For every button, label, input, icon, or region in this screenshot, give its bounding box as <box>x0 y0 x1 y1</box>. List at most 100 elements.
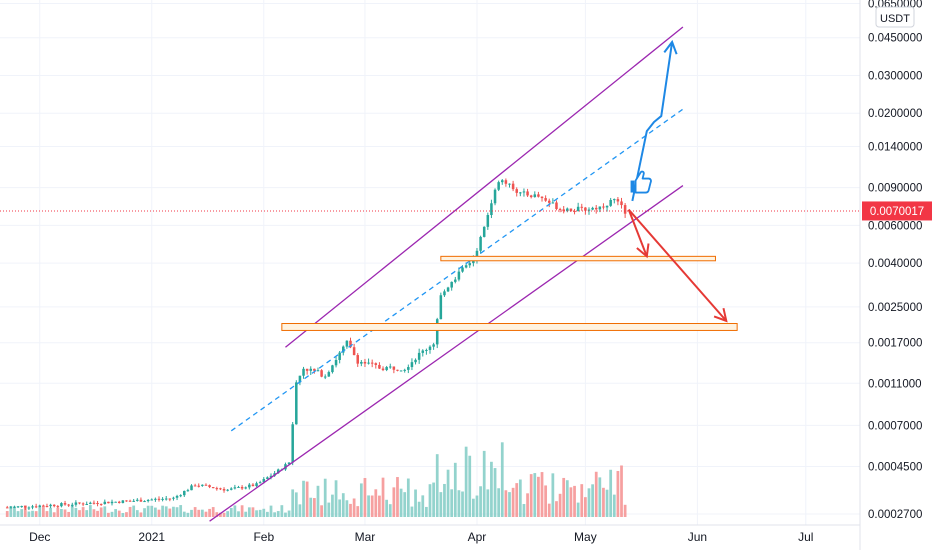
candle-body <box>157 498 161 500</box>
time-axis[interactable]: Dec 2021 Feb Mar Apr May Jun Jul <box>0 524 860 544</box>
support-zone[interactable] <box>440 255 716 262</box>
volume-bar <box>88 505 92 517</box>
candle-body <box>392 366 396 370</box>
volume-bar <box>497 488 501 517</box>
candle-body <box>316 370 320 372</box>
volume-bar <box>70 505 74 517</box>
candle-body <box>117 501 121 503</box>
candle-body <box>150 499 154 501</box>
bearish-arrow-head[interactable] <box>636 243 650 259</box>
volume-bar <box>60 509 63 517</box>
volume-bar <box>114 509 118 517</box>
candle-body <box>345 340 349 347</box>
candle-body <box>432 344 435 347</box>
thumbs-up-cuff <box>630 180 635 193</box>
bullish-arrow-head[interactable] <box>663 39 678 55</box>
candle-body <box>569 208 573 212</box>
candle-body <box>490 203 493 216</box>
candle-body <box>128 500 132 502</box>
volume-bar <box>132 505 136 517</box>
candle-body <box>251 484 255 487</box>
candle-body <box>20 506 23 508</box>
candle-body <box>396 369 399 371</box>
volume-bars <box>5 442 627 517</box>
candle-body <box>309 368 313 371</box>
volume-bar <box>320 505 323 517</box>
price-axis[interactable]: 0.0650000 0.0450000 0.0300000 0.0200000 0.01… <box>859 0 922 550</box>
last-price-badge: 0.0070017 <box>862 201 932 221</box>
volume-bar <box>200 509 204 517</box>
channel-middle-line[interactable] <box>230 108 684 432</box>
candle-body <box>56 506 60 508</box>
candle-body <box>464 265 468 268</box>
volume-bar <box>45 511 49 517</box>
candle-body <box>81 503 85 505</box>
candle-body <box>511 183 515 190</box>
candle-body <box>493 189 497 204</box>
volume-bar <box>143 508 146 517</box>
y-tick-label: 0.0090000 <box>868 183 922 195</box>
volume-bar <box>493 468 497 517</box>
bullish-path-arrow[interactable] <box>631 41 674 202</box>
y-tick-label: 0.0650000 <box>868 0 922 11</box>
bearish-arrow-head[interactable] <box>713 307 728 323</box>
volume-bar <box>352 498 356 517</box>
volume-bar <box>609 469 613 517</box>
volume-bar <box>540 472 544 517</box>
volume-bar <box>13 506 16 517</box>
volume-bar <box>331 494 334 517</box>
volume-bar <box>23 505 27 517</box>
y-tick-label: 0.0060000 <box>868 220 922 232</box>
volume-bar <box>298 504 302 517</box>
volume-bar <box>56 507 60 517</box>
currency-badge[interactable]: USDT <box>875 6 915 28</box>
candle-body <box>457 271 461 280</box>
candle-body <box>381 368 385 371</box>
candle-body <box>16 506 20 508</box>
annotation-drawings[interactable] <box>209 26 738 522</box>
candle-body <box>421 350 425 353</box>
candle-body <box>143 501 146 503</box>
bearish-path-arrow[interactable] <box>627 208 728 322</box>
bearish-path-arrow[interactable] <box>627 209 648 257</box>
candle-body <box>356 355 359 364</box>
volume-bar <box>211 507 215 517</box>
y-tick-label: 0.0002700 <box>868 509 922 521</box>
volume-bar <box>558 493 562 517</box>
candle-body <box>551 202 555 204</box>
y-tick-label: 0.0025000 <box>868 302 922 314</box>
channel-lower-line[interactable] <box>209 185 684 522</box>
volume-bar <box>172 506 175 517</box>
candle-body <box>414 359 417 363</box>
support-zone[interactable] <box>281 323 738 331</box>
candle-body <box>67 504 70 506</box>
candle-body <box>298 375 302 383</box>
volume-bar <box>461 491 464 517</box>
volume-bar <box>421 495 425 517</box>
candle-body <box>407 367 410 370</box>
candle-body <box>446 287 450 292</box>
candle-body <box>287 462 291 465</box>
candle-body <box>623 205 627 214</box>
volume-bar <box>312 498 316 517</box>
volume-bar <box>309 497 313 517</box>
y-tick-label: 0.0450000 <box>868 33 922 45</box>
volume-bar <box>388 504 392 517</box>
volume-bar <box>117 510 121 517</box>
channel-upper-line[interactable] <box>285 26 684 348</box>
volume-bar <box>164 506 168 517</box>
volume-bar <box>602 487 605 517</box>
candle-body <box>136 499 139 501</box>
candle-body <box>255 483 258 487</box>
candle-body <box>313 368 316 371</box>
candle-body <box>9 507 13 509</box>
volume-bar <box>204 511 208 517</box>
candle-body <box>240 486 244 489</box>
volume-bar <box>222 512 226 517</box>
candle-body <box>378 364 381 369</box>
volume-bar <box>533 473 537 517</box>
volume-bar <box>569 487 573 517</box>
candle-body <box>439 295 443 320</box>
